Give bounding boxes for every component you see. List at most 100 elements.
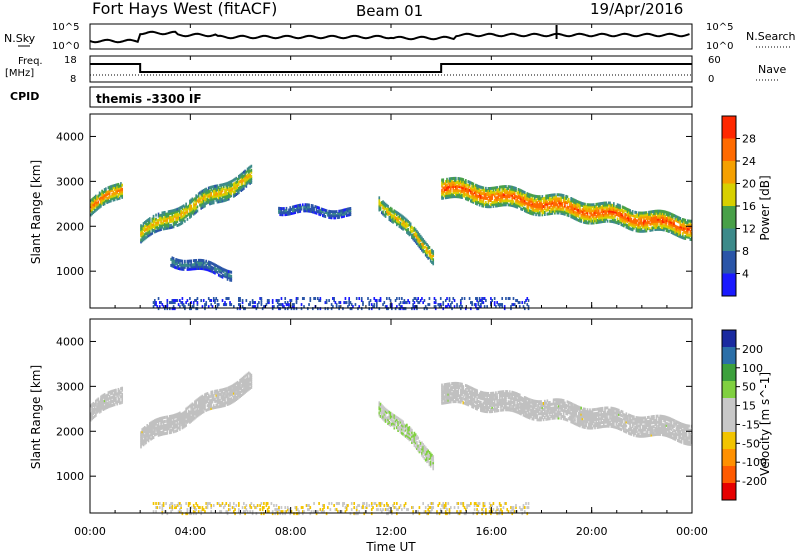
data-cell bbox=[651, 226, 654, 230]
data-cell bbox=[634, 222, 636, 226]
data-cell bbox=[219, 200, 221, 204]
data-cell bbox=[212, 193, 215, 197]
data-cell bbox=[676, 217, 679, 221]
data-cell bbox=[379, 299, 382, 303]
data-cell bbox=[234, 185, 236, 189]
data-cell bbox=[429, 452, 432, 456]
data-cell bbox=[279, 307, 282, 311]
data-cell bbox=[199, 408, 201, 412]
data-cell bbox=[283, 207, 285, 211]
data-cell bbox=[157, 433, 160, 437]
data-cell bbox=[650, 218, 653, 222]
data-cell bbox=[165, 226, 167, 230]
data-cell bbox=[631, 224, 634, 228]
data-cell bbox=[92, 408, 95, 412]
data-cell bbox=[380, 412, 383, 416]
data-cell bbox=[453, 182, 456, 186]
data-cell bbox=[483, 391, 486, 395]
data-cell bbox=[470, 301, 472, 305]
data-cell bbox=[166, 421, 169, 425]
data-cell bbox=[202, 267, 205, 271]
data-cell bbox=[169, 423, 171, 427]
data-cell bbox=[391, 213, 393, 217]
data-cell bbox=[389, 299, 392, 303]
data-cell bbox=[466, 384, 468, 388]
data-cell bbox=[197, 198, 200, 202]
data-cell bbox=[491, 391, 493, 395]
data-cell bbox=[169, 429, 171, 433]
data-cell bbox=[117, 391, 120, 395]
data-cell bbox=[501, 305, 504, 309]
data-cell bbox=[522, 200, 525, 204]
data-cell bbox=[217, 198, 220, 202]
data-cell bbox=[181, 418, 184, 422]
data-cell bbox=[345, 207, 348, 211]
data-cell bbox=[634, 218, 636, 222]
data-cell bbox=[688, 223, 690, 227]
data-cell bbox=[162, 305, 165, 309]
data-cell bbox=[556, 199, 559, 203]
data-cell bbox=[220, 390, 223, 394]
data-cell bbox=[616, 221, 619, 225]
data-cell bbox=[181, 221, 184, 225]
data-cell bbox=[153, 226, 156, 230]
data-cell bbox=[234, 392, 236, 396]
data-cell bbox=[182, 419, 185, 423]
data-cell bbox=[663, 214, 665, 218]
data-cell bbox=[172, 301, 175, 305]
data-cell bbox=[656, 209, 659, 213]
data-cell bbox=[422, 449, 425, 453]
data-cell bbox=[196, 262, 199, 266]
data-cell bbox=[616, 207, 619, 211]
data-cell bbox=[244, 388, 246, 392]
data-cell bbox=[488, 394, 491, 398]
data-cell bbox=[388, 211, 391, 215]
data-cell bbox=[486, 205, 488, 209]
data-cell bbox=[318, 212, 320, 216]
data-cell bbox=[427, 457, 430, 461]
data-cell bbox=[423, 249, 426, 253]
data-cell bbox=[378, 206, 381, 210]
data-cell bbox=[444, 401, 447, 405]
data-cell bbox=[170, 209, 172, 213]
data-cell bbox=[163, 428, 166, 432]
data-cell bbox=[232, 397, 235, 401]
data-cell bbox=[596, 220, 599, 224]
data-cell bbox=[219, 193, 221, 197]
data-cell bbox=[643, 225, 645, 229]
data-cell bbox=[190, 210, 192, 214]
data-cell bbox=[348, 299, 351, 303]
data-cell bbox=[592, 219, 595, 223]
data-cell bbox=[466, 398, 468, 402]
data-cell bbox=[118, 397, 121, 401]
data-cell bbox=[495, 188, 497, 192]
data-cell bbox=[601, 216, 604, 220]
data-cell bbox=[651, 228, 654, 232]
data-cell bbox=[230, 391, 233, 395]
data-cell bbox=[197, 397, 200, 401]
data-cell bbox=[665, 210, 668, 214]
data-cell bbox=[329, 212, 332, 216]
data-cell bbox=[227, 398, 230, 402]
data-cell bbox=[283, 209, 285, 213]
data-cell bbox=[462, 178, 465, 182]
data-cell bbox=[623, 216, 625, 220]
data-cell bbox=[195, 208, 198, 212]
data-cell bbox=[414, 441, 417, 445]
data-cell bbox=[230, 180, 233, 184]
data-cell bbox=[210, 195, 213, 199]
data-cell bbox=[182, 208, 185, 212]
data-cell bbox=[456, 191, 458, 195]
data-cell bbox=[194, 406, 196, 410]
data-cell bbox=[681, 220, 684, 224]
data-cell bbox=[308, 205, 310, 209]
data-cell bbox=[618, 207, 620, 211]
data-cell bbox=[146, 219, 149, 223]
data-cell bbox=[220, 266, 223, 270]
data-cell bbox=[414, 296, 417, 300]
data-cell bbox=[235, 391, 238, 395]
data-cell bbox=[443, 399, 446, 403]
data-cell bbox=[498, 185, 501, 189]
data-cell bbox=[174, 429, 176, 433]
data-cell bbox=[348, 301, 351, 305]
